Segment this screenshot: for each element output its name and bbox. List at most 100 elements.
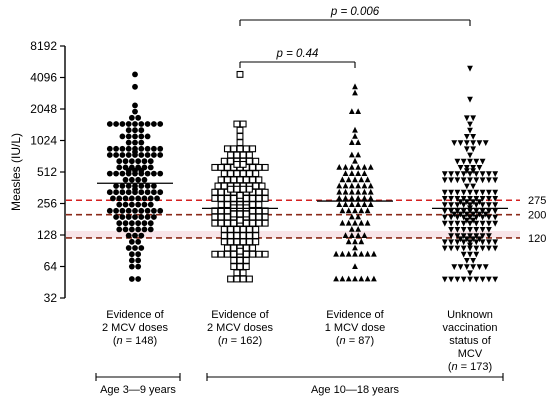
data-point (355, 139, 362, 145)
data-point (239, 225, 247, 233)
data-point (441, 214, 448, 221)
data-point (333, 250, 339, 257)
data-point (249, 145, 257, 153)
data-point (214, 182, 222, 190)
data-point (352, 207, 358, 214)
data-point (467, 220, 473, 227)
p-value-label: p = 0.006 (330, 6, 380, 18)
data-point (242, 263, 250, 271)
data-point (252, 232, 260, 240)
data-point (476, 211, 483, 218)
category-label: 2 MCV doses (207, 322, 274, 334)
data-point (364, 219, 371, 226)
data-point (135, 195, 142, 202)
data-point (441, 171, 448, 177)
data-point (473, 171, 480, 177)
data-point (242, 244, 250, 252)
data-point (246, 170, 253, 178)
data-point (151, 183, 157, 189)
data-point (348, 195, 355, 201)
data-point (144, 145, 151, 152)
data-point (128, 276, 135, 282)
data-point (476, 165, 483, 171)
data-point (463, 217, 470, 224)
data-point (467, 158, 473, 165)
data-point (473, 214, 480, 221)
data-point (467, 208, 473, 215)
data-point (233, 120, 241, 128)
data-point (128, 114, 135, 121)
data-point (141, 201, 148, 208)
data-point (236, 210, 244, 218)
data-point (448, 171, 454, 177)
data-point (138, 232, 145, 239)
data-point (467, 171, 473, 177)
data-point (239, 120, 247, 128)
data-point (135, 176, 142, 183)
data-point (454, 196, 461, 202)
data-point (479, 208, 486, 215)
data-point (157, 170, 164, 177)
data-point (151, 170, 157, 177)
data-point (441, 220, 448, 227)
data-point (345, 238, 352, 245)
data-point (255, 163, 263, 171)
data-point (252, 157, 260, 165)
data-point (352, 89, 358, 96)
data-point (470, 183, 477, 190)
data-point (479, 196, 486, 202)
data-point (128, 226, 135, 233)
data-point (242, 176, 250, 184)
data-point (486, 196, 492, 202)
category-label: MCV (458, 348, 483, 360)
data-point (470, 165, 477, 171)
category-label: 2 MCV doses (102, 322, 169, 334)
data-point (151, 214, 157, 220)
data-point (463, 146, 470, 153)
data-point (236, 263, 244, 271)
category-label: Evidence of (106, 309, 164, 321)
data-point (486, 208, 492, 215)
data-point (128, 263, 135, 270)
data-point (454, 171, 461, 177)
data-point (106, 207, 113, 214)
data-point (128, 220, 135, 227)
data-point (358, 207, 365, 214)
data-point (342, 170, 349, 176)
data-point (122, 226, 129, 233)
y-tick-label: 1024 (30, 134, 57, 148)
data-point (457, 165, 464, 171)
data-point (211, 194, 219, 202)
data-point (441, 208, 448, 215)
category-label: 1 MCV dose (325, 322, 386, 334)
data-point (113, 183, 119, 189)
data-point (339, 219, 346, 226)
data-point (113, 152, 119, 158)
data-point (355, 201, 362, 207)
data-point (261, 213, 269, 221)
data-point (217, 188, 225, 196)
data-point (336, 188, 343, 195)
data-point (479, 171, 486, 177)
data-point (482, 264, 489, 270)
data-point (448, 189, 454, 196)
data-point (467, 239, 473, 246)
data-point (345, 250, 352, 257)
data-point (258, 182, 266, 190)
data-point (249, 244, 257, 252)
data-point (473, 276, 480, 283)
data-point (116, 220, 123, 227)
data-point (448, 276, 454, 283)
data-point (223, 244, 231, 252)
data-point (460, 251, 467, 258)
data-point (441, 189, 448, 196)
data-point (230, 219, 238, 227)
y-axis: 32 64 128 256 512 1024 2048 4096 8192 (30, 39, 66, 305)
category-n-label: (n = 162) (218, 335, 262, 347)
data-point (239, 238, 247, 246)
data-point (138, 145, 145, 152)
data-point (358, 219, 365, 226)
data-point (113, 207, 119, 214)
data-point (441, 239, 448, 246)
data-point (138, 245, 145, 251)
